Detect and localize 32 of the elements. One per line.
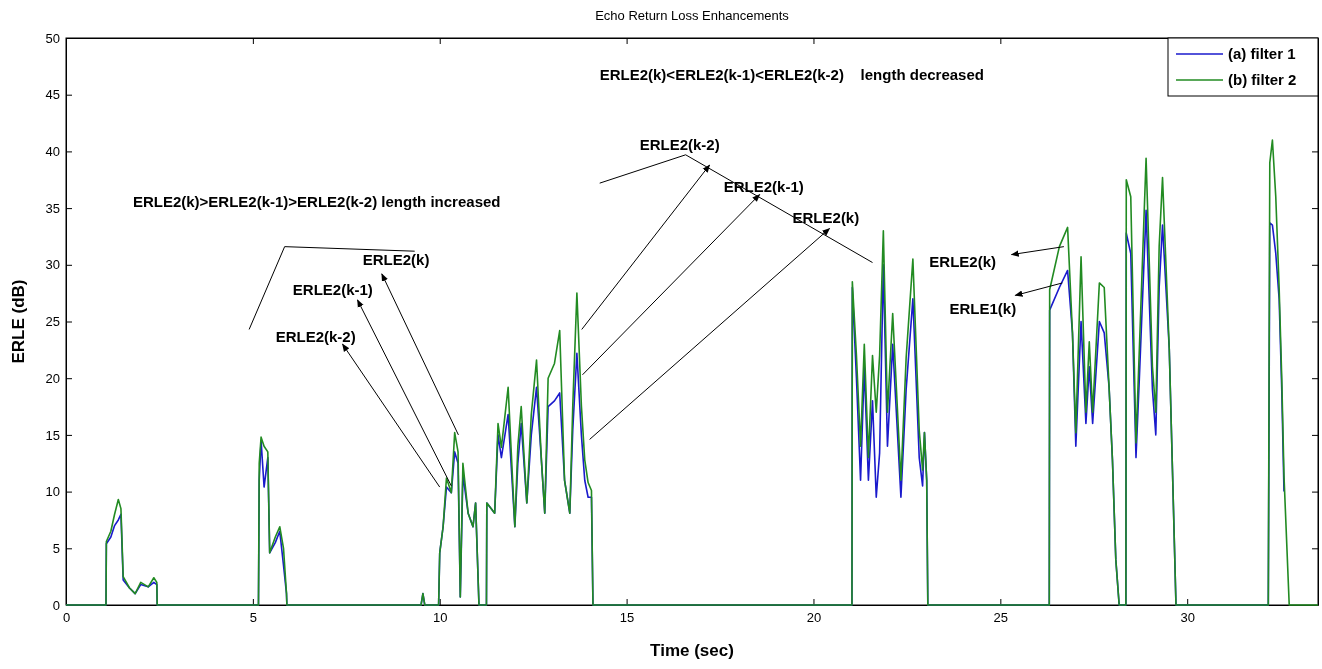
annotation: ERLE2(k)<ERLE2(k-1)<ERLE2(k-2) length decreased — [599, 65, 984, 83]
y-tick-label: 35 — [45, 200, 60, 216]
y-tick-label: 40 — [45, 144, 60, 160]
y-tick-label: 45 — [45, 87, 60, 103]
legend-label: (a) filter 1 — [1228, 45, 1296, 62]
annotation: ERLE2(k-1) — [292, 281, 373, 299]
x-tick-label: 25 — [993, 610, 1009, 626]
annotation: ERLE2(k-2) — [639, 136, 720, 154]
x-tick-label: 0 — [62, 610, 71, 626]
chart-title: Echo Return Loss Enhancements — [595, 8, 790, 23]
annotation: ERLE2(k) — [792, 208, 860, 226]
annotation: ERLE2(k-2) — [275, 327, 356, 345]
y-tick-label: 25 — [45, 314, 60, 330]
x-tick-label: 10 — [433, 610, 448, 626]
annotation: ERLE2(k) — [362, 250, 430, 268]
y-tick-label: 0 — [52, 597, 60, 613]
annotation: ERLE2(k) — [929, 253, 997, 271]
y-tick-label: 50 — [45, 30, 60, 46]
x-tick-label: 5 — [249, 610, 257, 626]
x-tick-label: 20 — [806, 610, 822, 626]
annotation: ERLE2(k)>ERLE2(k-1)>ERLE2(k-2) length increased — [132, 192, 501, 210]
y-axis-title: ERLE (dB) — [9, 279, 28, 364]
annotation: ERLE1(k) — [949, 299, 1017, 317]
y-tick-label: 5 — [52, 540, 60, 556]
x-tick-label: 15 — [619, 610, 635, 626]
x-axis-title: Time (sec) — [650, 641, 734, 660]
y-tick-label: 15 — [45, 427, 60, 443]
y-tick-label: 20 — [45, 370, 60, 386]
x-tick-label: 30 — [1180, 610, 1195, 626]
y-tick-label: 30 — [45, 257, 60, 273]
y-tick-label: 10 — [45, 484, 60, 500]
legend-label: (b) filter 2 — [1228, 71, 1297, 88]
